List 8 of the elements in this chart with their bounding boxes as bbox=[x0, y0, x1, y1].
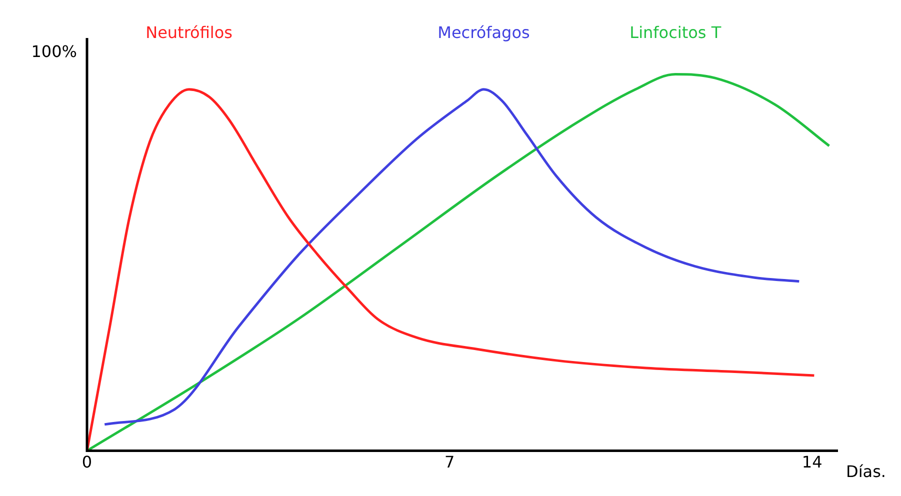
x-tick-label: 7 bbox=[444, 452, 455, 472]
text: Neutrófilos bbox=[146, 23, 232, 42]
text: Mecrófagos bbox=[438, 23, 530, 42]
text: 100% bbox=[31, 42, 77, 62]
text: Linfocitos T bbox=[630, 23, 722, 42]
x-tick-label: 14 bbox=[802, 452, 822, 472]
x-axis-title: Días. bbox=[846, 462, 886, 481]
x-tick-label: 0 bbox=[82, 452, 92, 472]
